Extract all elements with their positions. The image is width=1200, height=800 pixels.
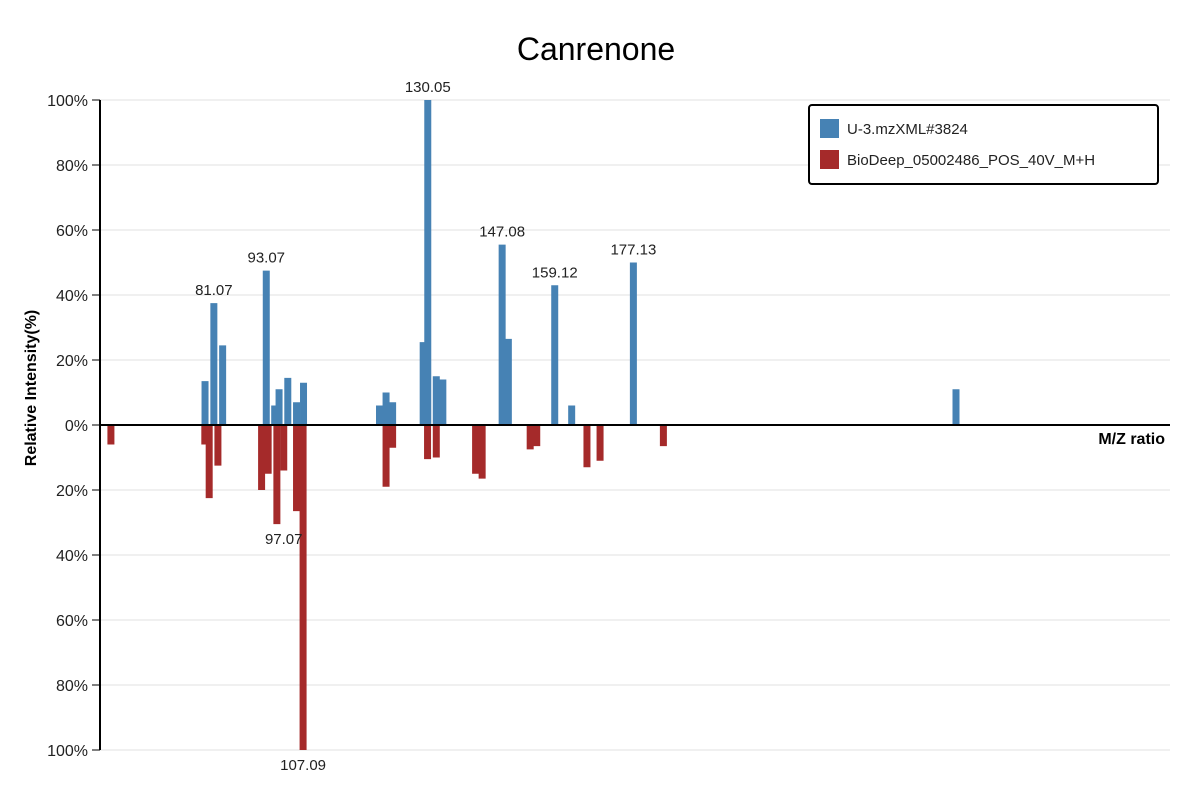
- y-tick-label: 60%: [56, 223, 88, 240]
- sample-peak-bar: [498, 244, 506, 425]
- legend-box: [808, 104, 1159, 185]
- reference-peak-bar: [583, 425, 591, 468]
- sample-peak-bar: [504, 338, 512, 425]
- legend: U-3.mzXML#3824 BioDeep_05002486_POS_40V_…: [808, 104, 1159, 185]
- sample-peak-bar: [275, 389, 283, 425]
- sample-peak-bar: [262, 270, 270, 425]
- sample-peak-bar: [201, 381, 209, 425]
- reference-peak-bar: [389, 425, 397, 448]
- reference-peak-bar: [201, 425, 209, 445]
- peak-label: 130.05: [405, 79, 451, 96]
- sample-peak-bar: [424, 100, 432, 425]
- y-tick-label: 60%: [56, 613, 88, 630]
- peak-label: 147.08: [479, 224, 525, 241]
- y-axis-title: Relative Intensity(%): [23, 310, 40, 466]
- reference-peak-bar: [293, 425, 301, 512]
- reference-peak-bar: [659, 425, 667, 447]
- legend-swatch-reference: [820, 150, 839, 169]
- sample-peak-bar: [419, 342, 427, 425]
- y-tick-label: 100%: [47, 93, 88, 110]
- y-tick-label: 20%: [56, 483, 88, 500]
- reference-peak-bar: [214, 425, 222, 466]
- peak-labels: 81.07 93.07 130.05 147.08 159.12 177.13 97.07 1…: [195, 79, 656, 774]
- reference-peak-bar: [526, 425, 534, 450]
- sample-peak-bar: [551, 285, 559, 425]
- reference-peak-bar: [107, 425, 115, 445]
- reference-peak-bar: [382, 425, 390, 487]
- sample-peak-bar: [210, 303, 218, 425]
- chart-title: Canrenone: [517, 31, 675, 67]
- peak-label: 97.07: [265, 531, 303, 548]
- y-tick-label: 0%: [65, 418, 88, 435]
- reference-peak-bar: [472, 425, 480, 474]
- reference-peak-bar: [280, 425, 288, 471]
- y-tick-label: 40%: [56, 288, 88, 305]
- sample-peak-bar: [568, 405, 576, 425]
- peak-label: 177.13: [610, 242, 656, 259]
- reference-peak-bar: [273, 425, 281, 525]
- sample-peak-bar: [389, 402, 397, 425]
- legend-label-reference: BioDeep_05002486_POS_40V_M+H: [847, 152, 1095, 169]
- sample-peak-bar: [219, 345, 227, 425]
- sample-peak-bar: [432, 376, 440, 425]
- reference-peak-bar: [258, 425, 266, 490]
- reference-peak-bar: [424, 425, 432, 460]
- peak-label: 81.07: [195, 282, 233, 299]
- sample-peak-bar: [439, 379, 447, 425]
- sample-peak-bar: [376, 405, 384, 425]
- legend-swatch-sample: [820, 119, 839, 138]
- sample-peak-bar: [629, 262, 637, 425]
- reference-peak-bar: [432, 425, 440, 458]
- sample-peak-bar: [952, 389, 960, 425]
- y-tick-label: 80%: [56, 678, 88, 695]
- reference-peak-bar: [533, 425, 541, 447]
- bars: [107, 100, 960, 750]
- sample-peak-bar: [293, 402, 301, 425]
- peak-label: 159.12: [532, 264, 578, 281]
- reference-peak-bar: [596, 425, 604, 461]
- sample-peak-bar: [382, 392, 390, 425]
- reference-peak-bar: [205, 425, 213, 499]
- peak-label: 107.09: [280, 757, 326, 774]
- x-axis-title: M/Z ratio: [1098, 431, 1165, 448]
- reference-peak-bar: [299, 425, 307, 750]
- sample-peak-bar: [271, 405, 279, 425]
- sample-peak-bar: [284, 377, 292, 425]
- sample-peak-bar: [300, 382, 308, 425]
- legend-label-sample: U-3.mzXML#3824: [847, 121, 968, 138]
- y-tick-label: 100%: [47, 743, 88, 760]
- y-tick-label: 20%: [56, 353, 88, 370]
- axes: 100% 80% 60% 40% 20% 0% 20% 40% 60% 80% 100%: [47, 93, 1170, 760]
- y-tick-label: 40%: [56, 548, 88, 565]
- peak-label: 93.07: [247, 250, 285, 267]
- y-tick-label: 80%: [56, 158, 88, 175]
- reference-peak-bar: [478, 425, 486, 479]
- reference-peak-bar: [264, 425, 272, 474]
